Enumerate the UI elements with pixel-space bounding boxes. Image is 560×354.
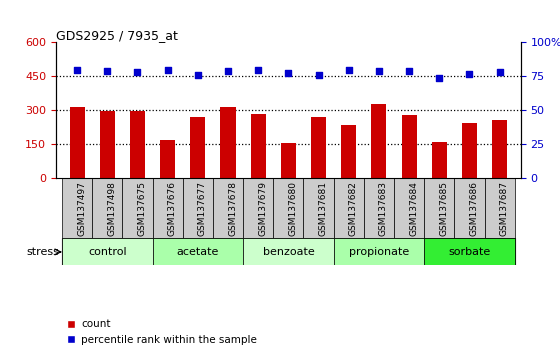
Bar [243,178,273,238]
Bar [311,117,326,178]
Text: GSM137678: GSM137678 [228,181,237,236]
Point [193,73,202,78]
Text: GSM137685: GSM137685 [439,181,449,236]
Text: GDS2925 / 7935_at: GDS2925 / 7935_at [56,29,178,42]
Bar [341,125,356,178]
Text: GSM137683: GSM137683 [379,181,388,236]
Bar [251,114,266,178]
Bar [243,238,334,266]
Point [163,67,172,73]
Point [133,69,142,75]
Text: GSM137681: GSM137681 [319,181,328,236]
Bar [221,107,236,178]
Text: GSM137679: GSM137679 [258,181,267,236]
Text: GSM137680: GSM137680 [288,181,297,236]
Bar [183,178,213,238]
Text: control: control [88,247,127,257]
Text: GSM137682: GSM137682 [349,181,358,236]
Text: acetate: acetate [176,247,219,257]
Text: GSM137684: GSM137684 [409,181,418,236]
Point [405,68,414,74]
Bar [484,178,515,238]
Bar [371,103,386,178]
Bar [273,178,304,238]
Text: propionate: propionate [349,247,409,257]
Bar [424,238,515,266]
Point [344,67,353,73]
Bar [492,120,507,178]
Text: GSM137686: GSM137686 [469,181,478,236]
Point [465,71,474,77]
Bar [432,142,447,178]
Point [314,73,323,78]
Bar [69,107,85,178]
Bar [152,238,243,266]
Bar [160,140,175,178]
Point [284,70,293,76]
Bar [100,112,115,178]
Bar [281,143,296,178]
Bar [462,123,477,178]
Bar [394,178,424,238]
Text: sorbate: sorbate [449,247,491,257]
Point [495,69,504,75]
Bar [62,178,92,238]
Text: stress: stress [26,247,59,257]
Text: GSM137687: GSM137687 [500,181,508,236]
Bar [334,178,364,238]
Bar [123,178,152,238]
Legend: count, percentile rank within the sample: count, percentile rank within the sample [61,315,261,349]
Point [375,68,384,74]
Point [435,75,444,80]
Point [73,67,82,73]
Text: GSM137497: GSM137497 [77,181,86,236]
Bar [454,178,484,238]
Point [223,68,232,74]
Bar [92,178,123,238]
Bar [213,178,243,238]
Point [254,67,263,73]
Bar [402,115,417,178]
Bar [130,112,145,178]
Bar [190,117,206,178]
Bar [152,178,183,238]
Bar [364,178,394,238]
Text: GSM137676: GSM137676 [167,181,176,236]
Text: GSM137675: GSM137675 [138,181,147,236]
Bar [424,178,454,238]
Text: GSM137498: GSM137498 [108,181,116,236]
Bar [304,178,334,238]
Text: GSM137677: GSM137677 [198,181,207,236]
Bar [334,238,424,266]
Text: benzoate: benzoate [263,247,314,257]
Point [103,68,112,74]
Bar [62,238,152,266]
